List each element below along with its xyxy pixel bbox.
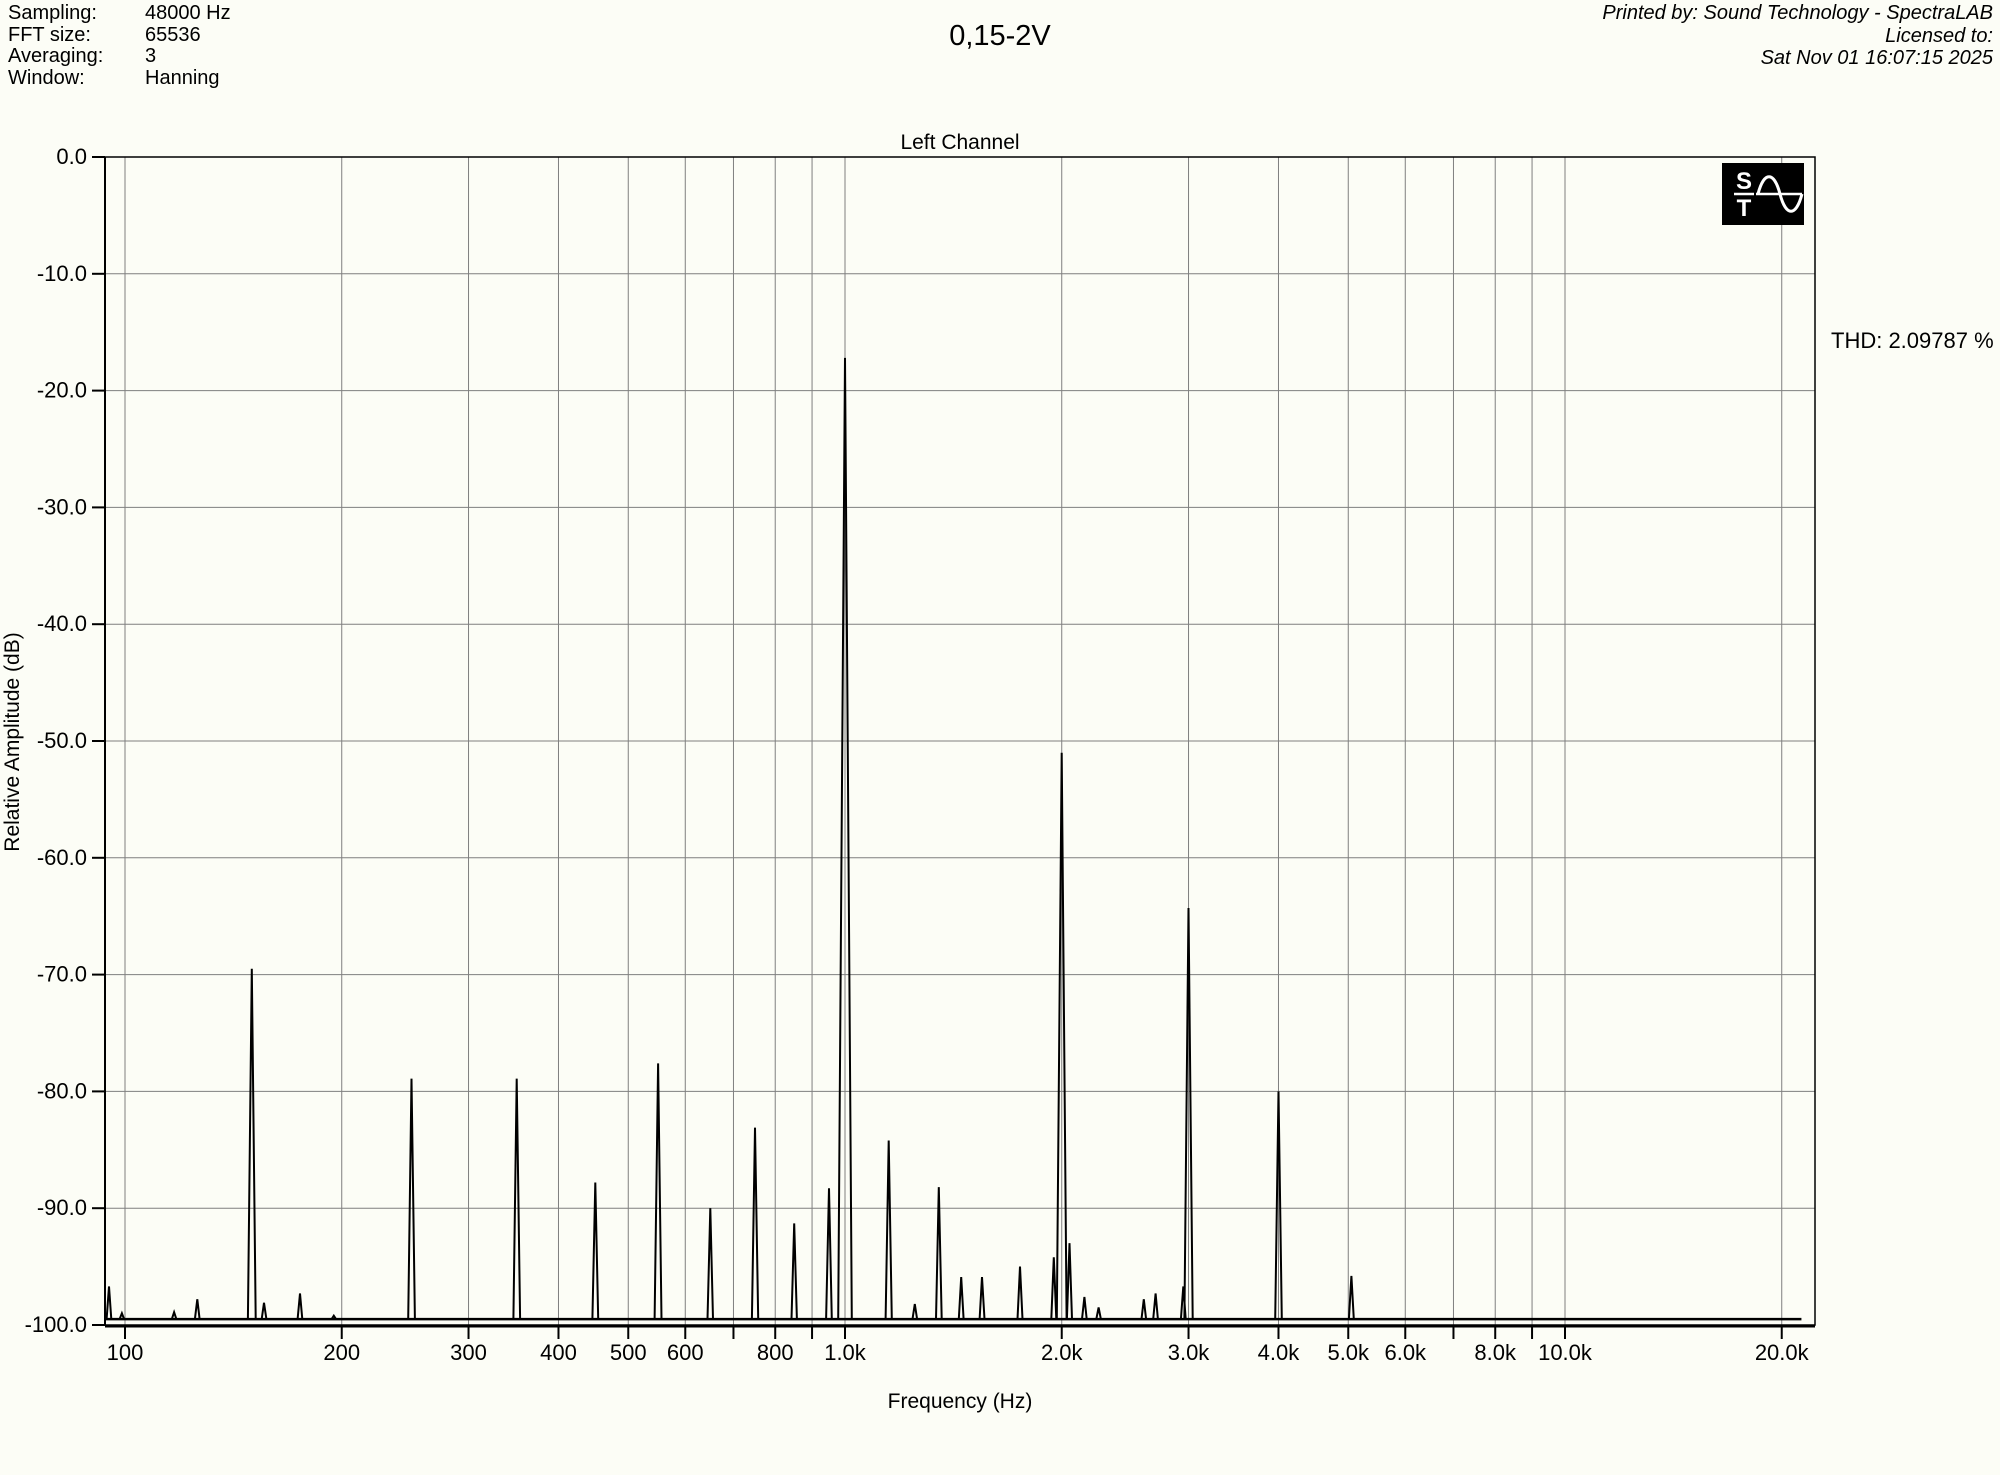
- page-title: 0,15-2V: [949, 20, 1051, 52]
- y-tick-label: -10.0: [37, 261, 87, 286]
- spectrum-peak: [1140, 1299, 1148, 1320]
- x-tick-label: 20.0k: [1755, 1340, 1810, 1365]
- x-tick-label: 600: [667, 1340, 704, 1365]
- y-tick-label: -40.0: [37, 611, 87, 636]
- y-tick-label: -80.0: [37, 1078, 87, 1103]
- logo-sine-wave: [1756, 175, 1804, 213]
- spectrum-peak: [1065, 1243, 1073, 1320]
- spectrum-peak: [1183, 907, 1194, 1320]
- y-tick-label: -70.0: [37, 962, 87, 987]
- x-tick-label: 4.0k: [1258, 1340, 1301, 1365]
- spectrum-peak: [246, 968, 257, 1320]
- x-tick-label: 500: [610, 1340, 647, 1365]
- setting-label: Sampling:: [8, 2, 97, 24]
- x-tick-label: 8.0k: [1474, 1340, 1517, 1365]
- x-tick-label: 10.0k: [1538, 1340, 1593, 1365]
- spectrum-peak: [1152, 1293, 1159, 1320]
- printed-by-line: Printed by: Sound Technology - SpectraLA…: [1602, 2, 1993, 24]
- x-tick-label: 6.0k: [1384, 1340, 1427, 1365]
- x-tick-label: 800: [757, 1340, 794, 1365]
- spectrum-peak: [790, 1223, 798, 1320]
- spectrum-peak: [1095, 1307, 1102, 1320]
- y-tick-label: -30.0: [37, 494, 87, 519]
- sound-technology-logo: ST: [1722, 163, 1804, 225]
- analysis-settings: Sampling: 48000 Hz FFT size: 65536 Avera…: [8, 2, 231, 89]
- spectrum-peak: [193, 1299, 201, 1320]
- spectrum-peak: [591, 1182, 600, 1320]
- spectrum-peak: [260, 1302, 268, 1320]
- spectrum-peak: [825, 1188, 833, 1320]
- setting-value: 48000 Hz: [145, 2, 231, 24]
- spectrum-peak: [330, 1313, 337, 1320]
- datetime-line: Sat Nov 01 16:07:15 2025: [1760, 47, 1993, 69]
- x-tick-label: 1.0k: [824, 1340, 867, 1365]
- spectrum-peak: [1016, 1266, 1024, 1320]
- thd-readout: THD: 2.09787 %: [1831, 328, 1994, 353]
- setting-value: 3: [145, 45, 157, 67]
- spectrum-peak: [653, 1063, 663, 1320]
- x-tick-label: 100: [107, 1340, 144, 1365]
- setting-label: FFT size:: [8, 23, 91, 46]
- spectrum-peak: [978, 1277, 986, 1320]
- setting-label: Window:: [8, 66, 85, 89]
- chart-title: Left Channel: [900, 131, 1020, 154]
- setting-value: Hanning: [145, 66, 220, 89]
- y-tick-label: -100.0: [25, 1312, 87, 1337]
- spectrum-peak: [1274, 1091, 1283, 1320]
- spectrum-peak: [1081, 1296, 1088, 1320]
- y-tick-label: -20.0: [37, 378, 87, 403]
- spectrum-peak: [837, 357, 853, 1320]
- spectrum-peak: [911, 1303, 919, 1320]
- x-tick-label: 2.0k: [1041, 1340, 1084, 1365]
- spectrum-peak: [1050, 1257, 1058, 1320]
- x-axis-title: Frequency (Hz): [887, 1390, 1033, 1413]
- setting-value: 65536: [145, 23, 201, 46]
- setting-label: Averaging:: [8, 45, 104, 67]
- y-tick-label: 0.0: [56, 144, 87, 169]
- spectrum-peak: [935, 1187, 943, 1320]
- spectrum-peak: [407, 1078, 416, 1320]
- spectrum-peak: [105, 1286, 113, 1320]
- x-tick-label: 400: [540, 1340, 577, 1365]
- x-tick-label: 200: [323, 1340, 360, 1365]
- spectrum-peak: [170, 1309, 178, 1320]
- x-tick-label: 300: [450, 1340, 487, 1365]
- print-info: Printed by: Sound Technology - SpectraLA…: [1602, 2, 1993, 70]
- spectrum-peak: [1055, 752, 1068, 1320]
- y-tick-label: -90.0: [37, 1195, 87, 1220]
- y-tick-label: -60.0: [37, 845, 87, 870]
- logo-letter-s: S: [1736, 168, 1752, 195]
- x-tick-label: 3.0k: [1168, 1340, 1211, 1365]
- licensed-to-line: Licensed to:: [1885, 24, 1993, 47]
- spectrum-peak: [296, 1293, 304, 1320]
- x-tick-label: 5.0k: [1327, 1340, 1370, 1365]
- spectrum-peak: [1347, 1275, 1355, 1320]
- y-tick-label: -50.0: [37, 728, 87, 753]
- spectrum-peak: [884, 1140, 893, 1320]
- spectrum-peak: [957, 1277, 965, 1320]
- spectrum-peak: [512, 1078, 522, 1320]
- spectrum-peak: [750, 1127, 760, 1320]
- logo-letter-t: T: [1737, 195, 1752, 222]
- spectrum-peak: [118, 1310, 126, 1320]
- spectrum-peak: [706, 1208, 714, 1320]
